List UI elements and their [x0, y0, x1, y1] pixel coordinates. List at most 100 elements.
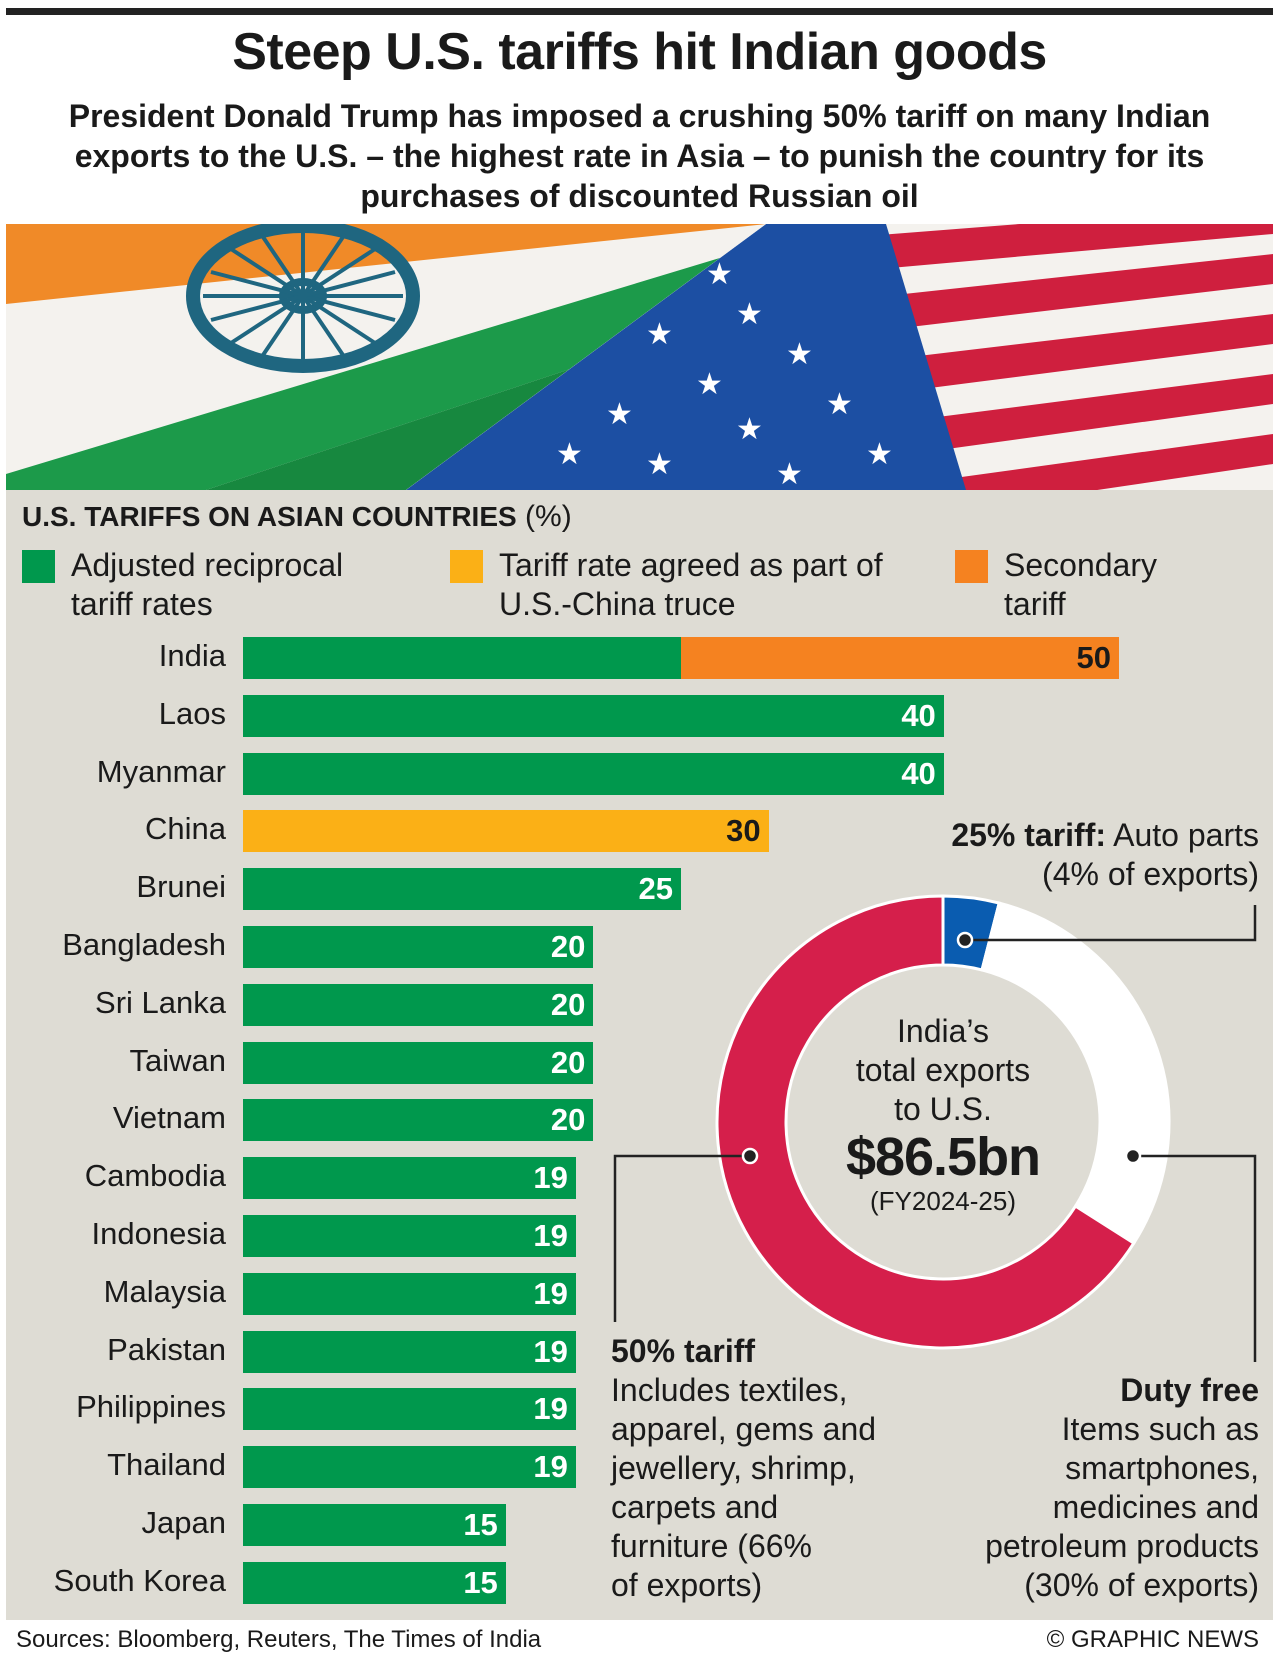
bar-malaysia-seg0 — [243, 1272, 576, 1315]
country-label: Indonesia — [91, 1216, 226, 1251]
ashoka-chakra-icon — [186, 224, 420, 373]
country-label: Thailand — [107, 1447, 226, 1483]
bar-sri-lanka-seg0 — [243, 983, 594, 1026]
legend-label: Tariff rate agreed as part of U.S.-China… — [499, 547, 883, 622]
t50-line: jewellery, shrimp, — [611, 1450, 856, 1486]
center-line1: India’s — [897, 1013, 989, 1049]
svg-text:★: ★ — [696, 367, 723, 402]
bar-value-label: 20 — [550, 986, 586, 1022]
india-us-flags-illustration: ★★★ ★★★ ★★★ ★ ★★ — [6, 224, 1273, 490]
donut-slice-50-tariff — [715, 894, 1136, 1350]
svg-text:★: ★ — [826, 387, 853, 422]
t50-head: 50% tariff — [611, 1333, 756, 1369]
bar-value-label: 40 — [901, 697, 936, 733]
country-label: Sri Lanka — [95, 984, 226, 1020]
leader-duty-free — [1133, 1154, 1257, 1362]
bar-japan-seg0 — [243, 1504, 506, 1546]
page-title: Steep U.S. tariffs hit Indian goods — [232, 23, 1047, 81]
bar-value-label: 19 — [533, 1275, 568, 1311]
country-label: India — [158, 638, 226, 673]
country-label: Malaysia — [103, 1273, 226, 1309]
bar-laos-seg0 — [243, 694, 944, 737]
svg-text:★: ★ — [606, 397, 633, 432]
country-label: Bangladesh — [62, 927, 226, 962]
free-line: smartphones, — [1065, 1450, 1259, 1486]
top-rule — [6, 8, 1273, 15]
legend-china-truce: Tariff rate agreed as part of U.S.-China… — [450, 546, 900, 624]
svg-text:★: ★ — [786, 337, 813, 372]
bar-vietnam-seg0 — [243, 1099, 594, 1142]
svg-text:★: ★ — [646, 447, 673, 482]
donut-center-text: India’s total exports to U.S. $86.5bn (F… — [793, 1012, 1093, 1217]
chart-title-text: U.S. Tariffs on Asian Countries — [22, 501, 517, 532]
country-label: Japan — [141, 1505, 226, 1540]
chart-title: U.S. Tariffs on Asian Countries (%) — [22, 500, 572, 534]
bar-value-label: 30 — [726, 813, 761, 849]
country-label: South Korea — [53, 1562, 226, 1598]
chart-unit: (%) — [525, 500, 572, 533]
bar-value-label: 40 — [901, 755, 936, 791]
auto-head: 25% tariff: — [951, 817, 1107, 853]
bar-value-label: 15 — [463, 1564, 498, 1600]
t50-line: Includes textiles, — [611, 1372, 848, 1408]
center-line2: total exports — [855, 1052, 1031, 1088]
center-line3: to U.S. — [894, 1091, 992, 1127]
country-label: Brunei — [136, 869, 226, 905]
t50-line: apparel, gems and — [611, 1411, 877, 1447]
svg-text:★: ★ — [646, 317, 673, 352]
free-line: petroleum products — [985, 1528, 1259, 1564]
bar-brunei-seg0 — [243, 868, 681, 911]
bar-value-label: 20 — [550, 929, 586, 964]
subtitle: President Donald Trump has imposed a cru… — [68, 98, 1211, 214]
legend-swatch-green — [22, 550, 55, 583]
svg-text:★: ★ — [866, 437, 893, 472]
bar-india-seg0 — [243, 637, 681, 679]
legend-secondary: Secondary tariff — [955, 546, 1185, 624]
svg-text:★: ★ — [736, 412, 763, 447]
bar-china-seg1 — [243, 810, 769, 853]
bar-cambodia-seg0 — [243, 1157, 576, 1200]
bar-bangladesh-seg0 — [243, 926, 594, 968]
country-label: Cambodia — [84, 1158, 226, 1194]
country-label: Philippines — [76, 1389, 226, 1425]
country-label: Pakistan — [107, 1331, 226, 1367]
center-period: (FY2024-25) — [870, 1186, 1016, 1216]
country-label: Myanmar — [96, 753, 226, 789]
legend-reciprocal: Adjusted reciprocal tariff rates — [22, 546, 382, 624]
bar-value-label: 20 — [550, 1044, 586, 1080]
bar-value-label: 19 — [533, 1160, 568, 1196]
bar-thailand-seg0 — [243, 1446, 576, 1489]
leader-auto-parts-dot — [956, 931, 974, 949]
t50-line: carpets and — [611, 1489, 779, 1525]
sources: Sources: Bloomberg, Reuters, The Times o… — [16, 1626, 542, 1653]
svg-text:★: ★ — [776, 457, 803, 490]
svg-text:★: ★ — [556, 437, 583, 472]
t50-line: furniture (66% — [611, 1528, 812, 1564]
leader-duty-free-dot — [1124, 1147, 1142, 1165]
tariff-50-note: 50% tariff Includes textiles, apparel, g… — [611, 1332, 876, 1605]
bar-value-label: 19 — [533, 1391, 568, 1427]
free-line: Items such as — [1061, 1411, 1259, 1447]
country-label: Taiwan — [129, 1042, 227, 1078]
bar-south-korea-seg0 — [243, 1561, 506, 1604]
bar-philippines-seg0 — [243, 1388, 576, 1431]
auto-parts-note: 25% tariff: Auto parts (4% of exports) — [951, 816, 1259, 894]
bar-taiwan-seg0 — [243, 1041, 594, 1084]
auto-body: Auto parts — [1106, 817, 1259, 853]
duty-free-note: Duty free Items such as smartphones, med… — [985, 1371, 1259, 1605]
bar-value-label: 15 — [463, 1507, 498, 1542]
bar-value-label: 19 — [533, 1333, 568, 1369]
legend-label: Adjusted reciprocal tariff rates — [71, 547, 344, 622]
auto-share: (4% of exports) — [1042, 856, 1259, 892]
bar-value-label: 50 — [1076, 640, 1111, 675]
free-head: Duty free — [1120, 1372, 1259, 1408]
bar-myanmar-seg0 — [243, 752, 944, 795]
bar-value-label: 19 — [533, 1218, 568, 1253]
country-label: Laos — [158, 695, 226, 731]
svg-text:★: ★ — [736, 297, 763, 332]
legend-label: Secondary tariff — [1004, 547, 1157, 622]
free-line: medicines and — [1052, 1489, 1259, 1525]
bar-india-seg2 — [681, 637, 1119, 679]
legend-swatch-yellow — [450, 550, 483, 583]
